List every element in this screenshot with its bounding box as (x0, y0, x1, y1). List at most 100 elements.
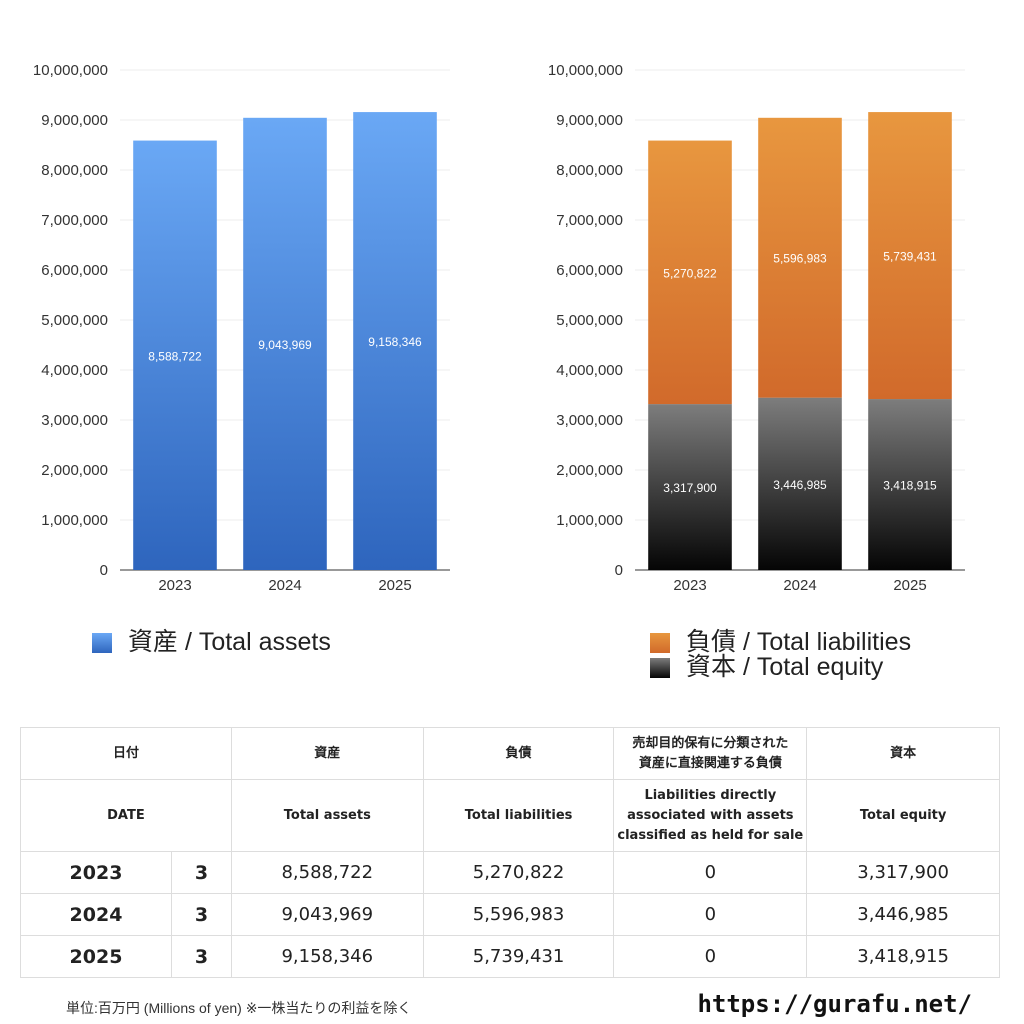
date-cell: 2023 3 (20, 851, 232, 894)
month-cell: 3 (194, 945, 209, 968)
held-for-sale-cell: 0 (613, 851, 808, 894)
site-url[interactable]: https://gurafu.net/ (697, 990, 972, 1018)
y-tick-label: 0 (615, 562, 623, 579)
legend-swatch-liabilities (650, 632, 670, 653)
x-tick-label: 2024 (783, 577, 816, 594)
y-tick-label: 4,000,000 (556, 362, 623, 379)
header-held-for-sale-ja: 売却目的保有に分類された 資産に直接関連する負債 (613, 727, 808, 780)
y-tick-label: 8,000,000 (556, 162, 623, 179)
x-tick-label: 2025 (893, 577, 926, 594)
data-label: 8,588,722 (148, 349, 202, 363)
table-row: 2024 3 9,043,969 5,596,983 0 3,446,985 (20, 893, 1000, 936)
bar-liabilities (758, 117, 842, 398)
y-tick-label: 4,000,000 (41, 362, 108, 379)
data-label: 9,158,346 (368, 335, 422, 349)
assets-cell: 9,043,969 (230, 893, 424, 936)
date-cell: 2024 3 (20, 893, 232, 936)
bar-assets (243, 117, 327, 571)
y-tick-label: 5,000,000 (556, 312, 623, 329)
held-for-sale-cell: 0 (613, 935, 808, 978)
x-tick-label: 2023 (673, 577, 706, 594)
legend-label-equity: 資本 / Total equity (686, 653, 884, 681)
charts-canvas: 0 1,000,000 2,000,000 3,000,000 4,000,000 5,0… (33, 62, 965, 594)
x-tick-label: 2023 (158, 577, 191, 594)
assets-chart: 0 1,000,000 2,000,000 3,000,000 4,000,000 5,0… (33, 62, 450, 594)
liabilities-cell: 5,739,431 (422, 935, 615, 978)
y-tick-label: 2,000,000 (41, 462, 108, 479)
header-liabilities-en: Total liabilities (422, 779, 615, 852)
y-tick-label: 8,000,000 (41, 162, 108, 179)
data-label: 5,596,983 (773, 252, 827, 266)
bar-liabilities (648, 140, 732, 405)
liabilities-cell: 5,270,822 (422, 851, 615, 894)
table-header-ja: 日付 資産 負債 売却目的保有に分類された 資産に直接関連する負債 資本 (20, 727, 1000, 780)
liabilities-equity-chart: 0 1,000,000 2,000,000 3,000,000 4,000,000 5,0… (548, 62, 965, 594)
header-held-for-sale-en-line3: classified as held for sale (617, 827, 804, 843)
header-assets-ja: 資産 (230, 727, 424, 780)
y-tick-label: 9,000,000 (556, 112, 623, 129)
table-header-en: DATE Total assets Total liabilities Liab… (20, 779, 1000, 852)
year-cell: 2023 (21, 852, 172, 893)
header-held-for-sale-en-line1: Liabilities directly (644, 787, 777, 803)
y-tick-label: 3,000,000 (41, 412, 108, 429)
y-tick-label: 6,000,000 (41, 262, 108, 279)
bar-equity (648, 404, 732, 570)
data-label: 5,270,822 (663, 266, 717, 280)
equity-cell: 3,418,915 (806, 935, 1000, 978)
header-date-ja: 日付 (20, 727, 232, 780)
equity-cell: 3,317,900 (806, 851, 1000, 894)
data-label: 3,418,915 (883, 479, 937, 493)
x-tick-label: 2025 (378, 577, 411, 594)
month-cell: 3 (194, 861, 209, 884)
header-date-en: DATE (20, 779, 232, 852)
header-held-for-sale-ja-line2: 資産に直接関連する負債 (638, 755, 782, 771)
y-tick-label: 7,000,000 (41, 212, 108, 229)
legend-label-assets: 資産 / Total assets (128, 628, 331, 656)
table-row: 2025 3 9,158,346 5,739,431 0 3,418,915 (20, 935, 1000, 978)
header-held-for-sale-en-line2: associated with assets (627, 807, 794, 823)
assets-legend: 資産 / Total assets (92, 630, 331, 655)
liab-equity-legend: 負債 / Total liabilities 資本 / Total equity (650, 630, 911, 680)
bar-equity (868, 399, 952, 570)
header-held-for-sale-en: Liabilities directly associated with asse… (613, 779, 808, 852)
y-tick-label: 0 (100, 562, 108, 579)
y-tick-label: 7,000,000 (556, 212, 623, 229)
year-cell: 2024 (21, 894, 172, 935)
y-tick-label: 1,000,000 (556, 512, 623, 529)
held-for-sale-cell: 0 (613, 893, 808, 936)
data-label: 3,317,900 (663, 481, 717, 495)
unit-note: 単位:百万円 (Millions of yen) ※一株当たりの利益を除く (66, 1000, 412, 1016)
bar-liabilities (868, 112, 952, 400)
header-equity-ja: 資本 (806, 727, 1000, 780)
y-tick-label: 10,000,000 (33, 62, 108, 79)
legend-swatch-assets (92, 632, 112, 653)
balance-table: 日付 資産 負債 売却目的保有に分類された 資産に直接関連する負債 資本 DATE… (20, 727, 1000, 978)
y-tick-label: 6,000,000 (556, 262, 623, 279)
equity-cell: 3,446,985 (806, 893, 1000, 936)
header-held-for-sale-ja-line1: 売却目的保有に分類された (632, 735, 789, 751)
y-tick-label: 5,000,000 (41, 312, 108, 329)
table-row: 2023 3 8,588,722 5,270,822 0 3,317,900 (20, 851, 1000, 894)
data-label: 9,043,969 (258, 338, 312, 352)
date-cell: 2025 3 (20, 935, 232, 978)
bar-assets (133, 140, 217, 570)
year-cell: 2025 (21, 936, 172, 977)
assets-cell: 8,588,722 (230, 851, 424, 894)
liabilities-cell: 5,596,983 (422, 893, 615, 936)
legend-swatch-equity (650, 657, 670, 678)
assets-cell: 9,158,346 (230, 935, 424, 978)
y-tick-label: 2,000,000 (556, 462, 623, 479)
header-equity-en: Total equity (806, 779, 1000, 852)
y-tick-label: 10,000,000 (548, 62, 623, 79)
y-tick-label: 9,000,000 (41, 112, 108, 129)
data-label: 5,739,431 (883, 250, 937, 264)
bar-equity (758, 397, 842, 570)
bar-assets (353, 112, 437, 570)
y-tick-label: 1,000,000 (41, 512, 108, 529)
header-assets-en: Total assets (230, 779, 424, 852)
y-tick-label: 3,000,000 (556, 412, 623, 429)
header-liabilities-ja: 負債 (422, 727, 615, 780)
legend-label-liabilities: 負債 / Total liabilities (686, 628, 912, 656)
data-label: 3,446,985 (773, 478, 827, 492)
month-cell: 3 (194, 903, 209, 926)
